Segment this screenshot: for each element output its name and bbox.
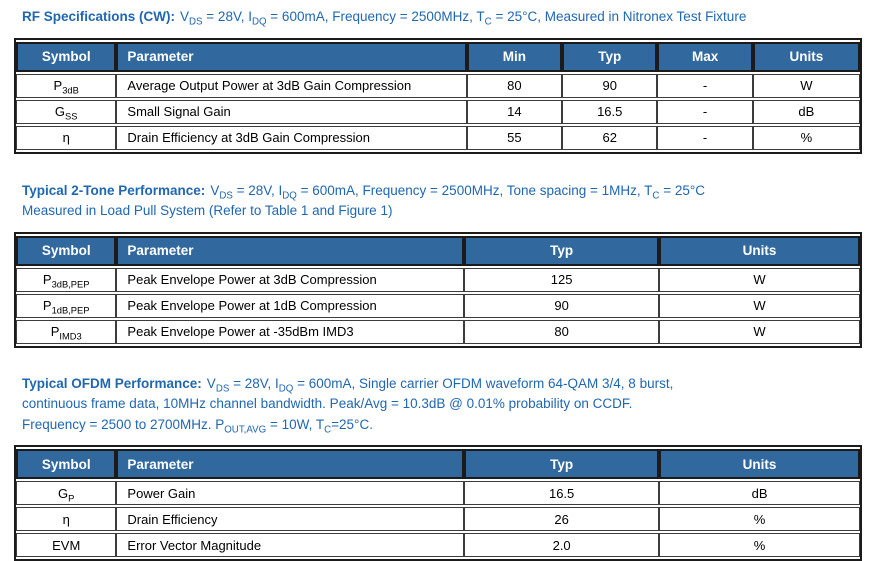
cell-typ: 16.5 <box>562 99 658 124</box>
cell-typ: 2.0 <box>464 533 660 557</box>
two-tone-performance-table: Symbol Parameter Typ Units P3dB,PEP Peak… <box>14 231 862 348</box>
cell-symbol: η <box>16 125 117 150</box>
cell-symbol: GP <box>16 481 117 505</box>
cell-max: - <box>657 125 753 150</box>
heading-line: Typical OFDM Performance: VDS = 28V, IDQ … <box>22 374 874 395</box>
table-row: PIMD3 Peak Envelope Power at -35dBm IMD3… <box>16 319 860 344</box>
section-conditions: VDS = 28V, IDQ = 600mA, Single carrier O… <box>206 375 674 395</box>
heading-line: continuous frame data, 10MHz channel ban… <box>22 396 633 411</box>
cell-min: 14 <box>466 99 563 124</box>
table-row: η Drain Efficiency 26 % <box>16 507 860 531</box>
heading-line: Frequency = 2500 to 2700MHz. POUT,AVG = … <box>22 416 373 436</box>
cell-symbol: GSS <box>16 99 117 124</box>
cell-units: dB <box>752 99 860 124</box>
cell-parameter: Power Gain <box>116 481 465 505</box>
table-row: P3dB Average Output Power at 3dB Gain Co… <box>16 73 860 98</box>
cell-max: - <box>657 99 753 124</box>
cell-min: 55 <box>466 125 563 150</box>
cell-parameter: Average Output Power at 3dB Gain Compres… <box>116 73 467 98</box>
datasheet-page: RF Specifications (CW): VDS = 28V, IDQ = … <box>14 0 874 561</box>
section-conditions: VDS = 28V, IDQ = 600mA, Frequency = 2500… <box>180 9 747 28</box>
cell-units: % <box>752 125 860 150</box>
table-header-row: Symbol Parameter Typ Units <box>16 449 860 479</box>
cell-symbol: η <box>16 507 117 531</box>
cell-parameter: Peak Envelope Power at 1dB Compression <box>116 293 465 318</box>
cell-units: W <box>659 267 860 292</box>
section-conditions: VDS = 28V, IDQ = 600mA, Frequency = 2500… <box>210 182 705 202</box>
cell-parameter: Peak Envelope Power at -35dBm IMD3 <box>116 319 465 344</box>
cell-units: % <box>659 507 860 531</box>
cell-typ: 16.5 <box>464 481 660 505</box>
column-header-parameter: Parameter <box>116 235 465 266</box>
ofdm-performance-table: Symbol Parameter Typ Units GP Power Gain… <box>14 445 862 561</box>
column-header-typ: Typ <box>464 449 660 479</box>
cell-parameter: Peak Envelope Power at 3dB Compression <box>116 267 465 292</box>
column-header-units: Units <box>752 41 860 72</box>
section-title: RF Specifications (CW): <box>22 9 176 24</box>
cell-typ: 26 <box>464 507 660 531</box>
cell-units: W <box>659 319 860 344</box>
table-row: GSS Small Signal Gain 14 16.5 - dB <box>16 99 860 124</box>
cell-max: - <box>657 73 753 98</box>
column-header-units: Units <box>659 235 860 266</box>
section-heading-rf-specifications: RF Specifications (CW): VDS = 28V, IDQ = … <box>22 0 874 28</box>
heading-line: Measured in Load Pull System (Refer to T… <box>22 203 393 218</box>
cell-symbol: P3dB <box>16 73 117 98</box>
cell-symbol: P3dB,PEP <box>16 267 117 292</box>
column-header-typ: Typ <box>464 235 660 266</box>
table-row: η Drain Efficiency at 3dB Gain Compressi… <box>16 125 860 150</box>
cell-units: W <box>752 73 860 98</box>
cell-parameter: Error Vector Magnitude <box>116 533 465 557</box>
cell-units: W <box>659 293 860 318</box>
cell-typ: 125 <box>464 267 660 292</box>
cell-parameter: Drain Efficiency at 3dB Gain Compression <box>116 125 467 150</box>
column-header-min: Min <box>466 41 563 72</box>
cell-units: % <box>659 533 860 557</box>
column-header-symbol: Symbol <box>16 41 117 72</box>
cell-typ: 90 <box>464 293 660 318</box>
cell-min: 80 <box>466 73 563 98</box>
column-header-typ: Typ <box>562 41 658 72</box>
column-header-symbol: Symbol <box>16 235 117 266</box>
table-row: P3dB,PEP Peak Envelope Power at 3dB Comp… <box>16 267 860 292</box>
table-header-row: Symbol Parameter Min Typ Max Units <box>16 41 860 72</box>
section-title: Typical 2-Tone Performance: <box>22 182 206 198</box>
column-header-parameter: Parameter <box>116 41 467 72</box>
cell-symbol: EVM <box>16 533 117 557</box>
heading-line: Typical 2-Tone Performance: VDS = 28V, ID… <box>22 181 874 202</box>
table-row: EVM Error Vector Magnitude 2.0 % <box>16 533 860 557</box>
section-title: Typical OFDM Performance: <box>22 375 202 391</box>
cell-typ: 80 <box>464 319 660 344</box>
table-row: P1dB,PEP Peak Envelope Power at 1dB Comp… <box>16 293 860 318</box>
column-header-units: Units <box>659 449 860 479</box>
cell-parameter: Small Signal Gain <box>116 99 467 124</box>
cell-parameter: Drain Efficiency <box>116 507 465 531</box>
column-header-parameter: Parameter <box>116 449 465 479</box>
cell-symbol: P1dB,PEP <box>16 293 117 318</box>
section-heading-ofdm-performance: Typical OFDM Performance: VDS = 28V, IDQ … <box>22 374 874 436</box>
table-header-row: Symbol Parameter Typ Units <box>16 235 860 266</box>
cell-typ: 90 <box>562 73 658 98</box>
table-row: GP Power Gain 16.5 dB <box>16 481 860 505</box>
rf-specifications-table: Symbol Parameter Min Typ Max Units P3dB … <box>14 37 862 154</box>
column-header-max: Max <box>657 41 753 72</box>
cell-typ: 62 <box>562 125 658 150</box>
cell-symbol: PIMD3 <box>16 319 117 344</box>
cell-units: dB <box>659 481 860 505</box>
column-header-symbol: Symbol <box>16 449 117 479</box>
section-heading-2tone-performance: Typical 2-Tone Performance: VDS = 28V, ID… <box>22 181 874 222</box>
